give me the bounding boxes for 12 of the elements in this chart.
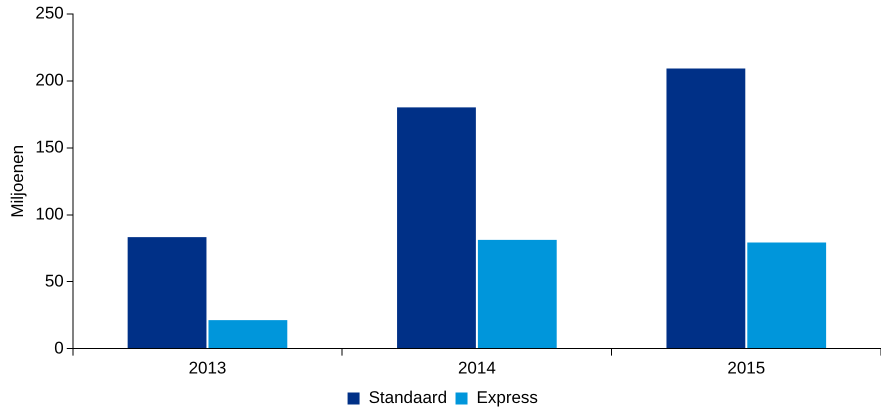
x-tick-label: 2014 bbox=[458, 358, 496, 378]
x-tick-label: 2015 bbox=[727, 358, 766, 378]
y-tick-label: 0 bbox=[54, 338, 64, 358]
y-tick-label: 200 bbox=[35, 70, 64, 90]
y-tick-label: 50 bbox=[44, 271, 64, 290]
y-tick-label: 100 bbox=[35, 204, 64, 224]
y-tick-label: 250 bbox=[35, 4, 64, 23]
legend-label: Express bbox=[476, 388, 538, 408]
y-tick-label: 150 bbox=[35, 138, 64, 157]
x-tick-label: 2013 bbox=[188, 358, 226, 378]
y-axis-title: Miljoenen bbox=[8, 144, 27, 218]
legend-label: Standaard bbox=[368, 388, 448, 408]
